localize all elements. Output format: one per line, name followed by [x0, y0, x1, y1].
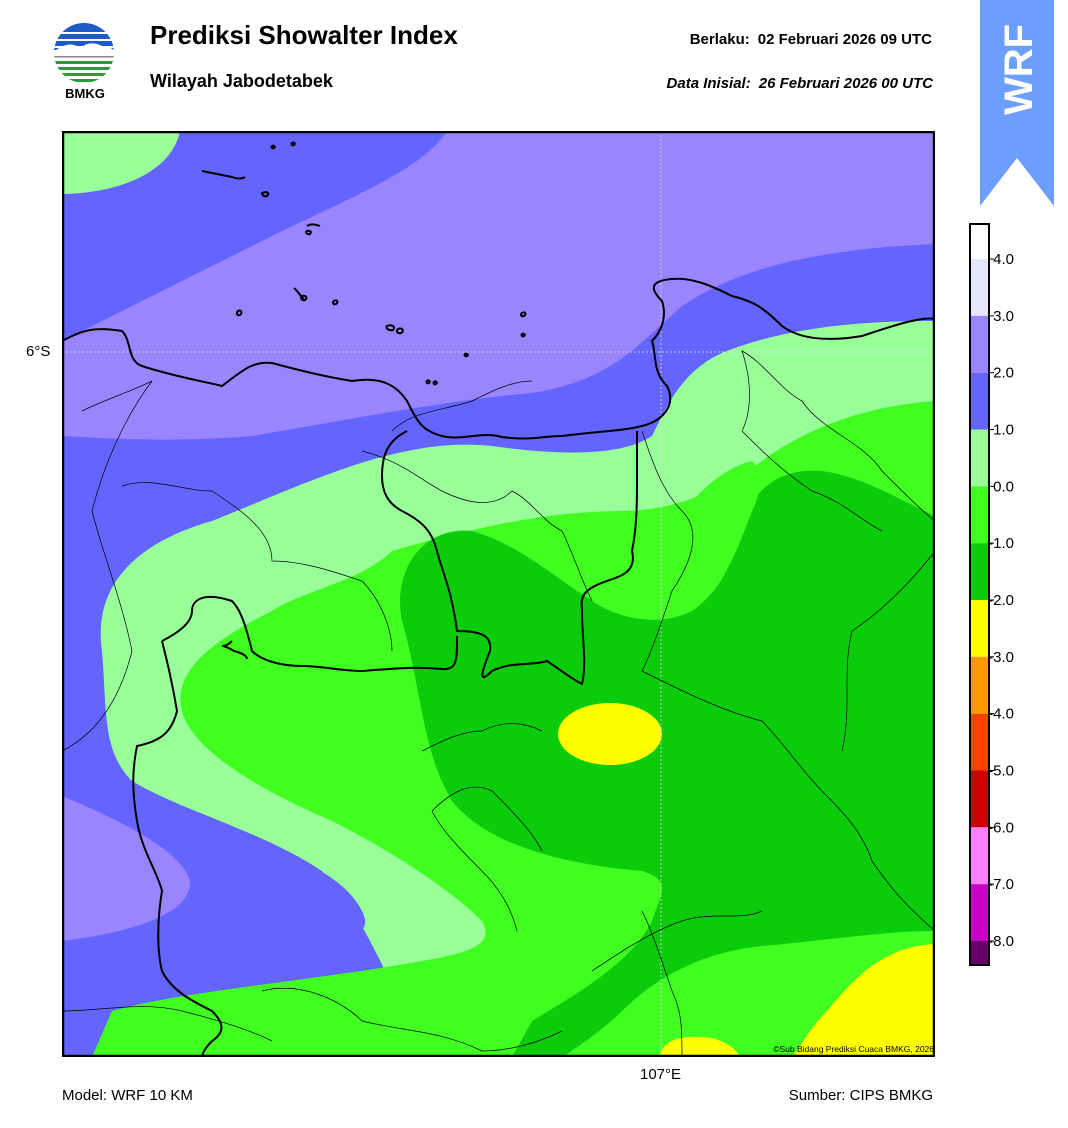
- contour-fill-0-1-topleft: [62, 131, 180, 194]
- colorbar-swatch: [970, 770, 989, 828]
- colorbar-tick-label: 4.0: [993, 251, 1014, 268]
- colorbar-swatch: [970, 941, 989, 965]
- colorbar-swatch: [970, 224, 989, 259]
- map-frame: [61, 130, 936, 1058]
- colorbar-swatch: [970, 486, 989, 544]
- page-title: Prediksi Showalter Index: [150, 20, 458, 50]
- wrf-badge: WRF: [980, 0, 1054, 210]
- model-label: Model: WRF 10 KM: [62, 1087, 193, 1104]
- contour-fill-minus3-minus2-south: [660, 1036, 740, 1057]
- colorbar-swatch: [970, 429, 989, 487]
- colorbar-tick-label: -2.0: [988, 592, 1014, 609]
- colorbar-swatch: [970, 656, 989, 714]
- longitude-tick-label: 107°E: [640, 1066, 682, 1083]
- colorbar-swatch: [970, 713, 989, 771]
- contour-fill-2-3-southwest: [62, 796, 191, 941]
- colorbar-swatch: [970, 884, 989, 941]
- colorbar-tick-label: 1.0: [993, 422, 1014, 439]
- thousand-islands: [201, 141, 527, 386]
- colorbar-tick-label: -7.0: [988, 876, 1014, 893]
- contour-fill-minus3-minus2-southeast: [792, 944, 935, 1057]
- colorbar-tick-label: 3.0: [993, 308, 1014, 325]
- colorbar-swatch: [970, 259, 989, 316]
- province-borders: [132, 430, 638, 1057]
- init-label: Data Inisial:: [666, 75, 751, 92]
- contour-fill-minus1-0-north: [592, 461, 760, 620]
- colorbar-tick-label: -3.0: [988, 649, 1014, 666]
- showalter-map: [61, 130, 936, 1058]
- coastline: [62, 277, 935, 440]
- colorbar-tick-label: -8.0: [988, 933, 1014, 950]
- page-subtitle: Wilayah Jabodetabek: [150, 71, 333, 91]
- init-time-line: Data Inisial: 26 Februari 2026 00 UTC: [667, 75, 933, 92]
- latitude-tick-label: 6°S: [26, 343, 51, 360]
- init-time: 26 Februari 2026 00 UTC: [758, 75, 933, 92]
- colorbar-tick-label: -6.0: [988, 819, 1014, 836]
- valid-time-line: Berlaku: 02 Februari 2026 09 UTC: [690, 31, 932, 48]
- colorbar-swatch: [970, 600, 989, 657]
- bmkg-emblem-icon: BMKG: [54, 23, 114, 101]
- colorbar-legend: 4.0 3.0 2.0 1.0 0.0 -1.0 -2.0 -3.0 -4.0 -5.0 -6.0 -…: [968, 222, 1058, 968]
- colorbar-tick-label: -5.0: [988, 763, 1014, 780]
- colorbar-tick-label: 2.0: [993, 365, 1014, 382]
- contour-fill-1-2-north: [62, 131, 447, 341]
- colorbar-tick-label: -4.0: [988, 706, 1014, 723]
- bmkg-logo: BMKG: [50, 20, 122, 102]
- district-borders: [62, 350, 935, 1057]
- colorbar-swatch: [970, 543, 989, 600]
- contour-fill-minus2-minus1: [400, 470, 935, 1057]
- contour-fill-0-1-east: [698, 321, 935, 401]
- colorbar-swatch: [970, 372, 989, 430]
- copyright-text: ©Sub Bidang Prediksi Cuaca BMKG, 2026: [773, 1044, 934, 1054]
- wrf-badge-text: WRF: [997, 24, 1041, 115]
- logo-text: BMKG: [65, 86, 105, 101]
- colorbar-tick-label: -1.0: [988, 535, 1014, 552]
- colorbar-swatch: [970, 315, 989, 373]
- contour-fill-minus3-minus2-center: [558, 703, 662, 765]
- colorbar-tick-label: 0.0: [993, 478, 1014, 495]
- colorbar-frame: [969, 223, 990, 966]
- valid-time: 02 Februari 2026 09 UTC: [757, 31, 932, 48]
- colorbar-swatch: [970, 827, 989, 885]
- valid-label: Berlaku:: [689, 31, 750, 48]
- source-label: Sumber: CIPS BMKG: [788, 1087, 933, 1104]
